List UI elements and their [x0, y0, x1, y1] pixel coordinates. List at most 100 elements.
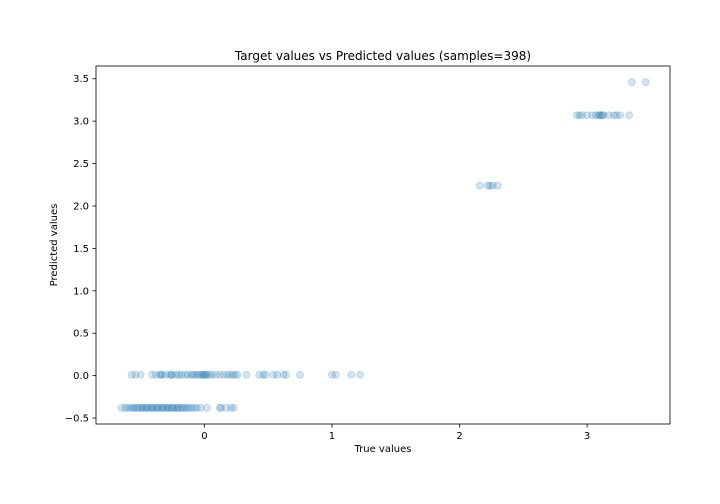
data-point	[197, 370, 206, 379]
data-point	[131, 370, 140, 379]
data-point	[185, 403, 194, 412]
data-point	[222, 403, 231, 412]
data-point	[157, 370, 166, 379]
x-tick-label: 2	[456, 431, 462, 442]
data-point	[155, 370, 164, 379]
y-tick-label: 0.5	[73, 329, 89, 340]
data-point	[165, 370, 174, 379]
data-point	[178, 403, 187, 412]
y-axis-label: Predicted values	[49, 204, 60, 287]
points-layer	[117, 78, 650, 412]
data-point	[148, 370, 157, 379]
y-tick-label: 3.0	[73, 117, 89, 128]
data-point	[225, 370, 234, 379]
x-tick-label: 0	[201, 431, 207, 442]
x-tick-label: 1	[329, 431, 335, 442]
y-tick-label: 1.0	[73, 286, 89, 297]
data-point	[625, 111, 634, 120]
plot-frame	[95, 65, 671, 425]
data-point	[136, 370, 145, 379]
data-point	[123, 403, 132, 412]
data-point	[148, 403, 157, 412]
data-point	[130, 403, 139, 412]
data-point	[200, 370, 209, 379]
data-point	[228, 370, 237, 379]
data-point	[153, 403, 162, 412]
data-point	[167, 403, 176, 412]
data-point	[219, 370, 228, 379]
data-point	[231, 370, 240, 379]
data-point	[233, 370, 242, 379]
x-tick-label: 3	[584, 431, 590, 442]
data-point	[164, 403, 173, 412]
data-point	[259, 370, 268, 379]
data-point	[488, 181, 497, 190]
data-point	[227, 403, 236, 412]
data-point	[169, 403, 178, 412]
data-point	[627, 78, 636, 87]
data-point	[202, 370, 211, 379]
data-point	[609, 111, 618, 120]
data-point	[493, 181, 502, 190]
data-point	[162, 370, 171, 379]
data-point	[177, 403, 186, 412]
data-point	[141, 403, 150, 412]
data-point	[486, 181, 495, 190]
data-point	[205, 370, 214, 379]
data-point	[134, 403, 143, 412]
data-point	[612, 111, 621, 120]
data-point	[242, 370, 251, 379]
data-point	[223, 370, 232, 379]
data-point	[279, 370, 288, 379]
data-point	[143, 403, 152, 412]
data-point	[199, 370, 208, 379]
data-point	[215, 370, 224, 379]
data-point	[154, 403, 163, 412]
data-point	[255, 370, 264, 379]
y-tick-label: 3.5	[73, 74, 89, 85]
data-point	[195, 370, 204, 379]
data-point	[594, 111, 603, 120]
data-point	[483, 181, 492, 190]
data-point	[174, 403, 183, 412]
data-point	[261, 370, 270, 379]
data-point	[327, 370, 336, 379]
y-tick-label: 0.0	[73, 371, 89, 382]
data-point	[151, 403, 160, 412]
data-point	[217, 403, 226, 412]
data-point	[296, 370, 305, 379]
data-point	[187, 370, 196, 379]
data-point	[157, 403, 166, 412]
data-point	[173, 403, 182, 412]
data-point	[188, 370, 197, 379]
data-point	[583, 111, 592, 120]
data-point	[158, 370, 167, 379]
data-point	[588, 111, 597, 120]
data-point	[273, 370, 282, 379]
data-point	[159, 403, 168, 412]
data-point	[168, 403, 177, 412]
data-point	[127, 370, 136, 379]
data-point	[194, 370, 203, 379]
data-point	[577, 111, 586, 120]
data-point	[126, 403, 135, 412]
axes-layer: 0 1 2 3 −0.5 0.0 0.5 1.0 1.5 2.0 2.5 3.0 3.5	[65, 74, 591, 442]
data-point	[137, 403, 146, 412]
data-point	[201, 370, 210, 379]
data-point	[163, 403, 172, 412]
data-point	[168, 370, 177, 379]
data-point	[136, 403, 145, 412]
data-point	[191, 370, 200, 379]
data-point	[211, 370, 220, 379]
data-point	[151, 370, 160, 379]
data-point	[181, 370, 190, 379]
data-point	[172, 370, 181, 379]
data-point	[597, 111, 606, 120]
data-point	[572, 111, 581, 120]
data-point	[162, 403, 171, 412]
data-point	[128, 403, 137, 412]
data-point	[117, 403, 126, 412]
data-point	[595, 111, 604, 120]
data-point	[177, 370, 186, 379]
y-tick-label: 2.0	[73, 201, 89, 212]
